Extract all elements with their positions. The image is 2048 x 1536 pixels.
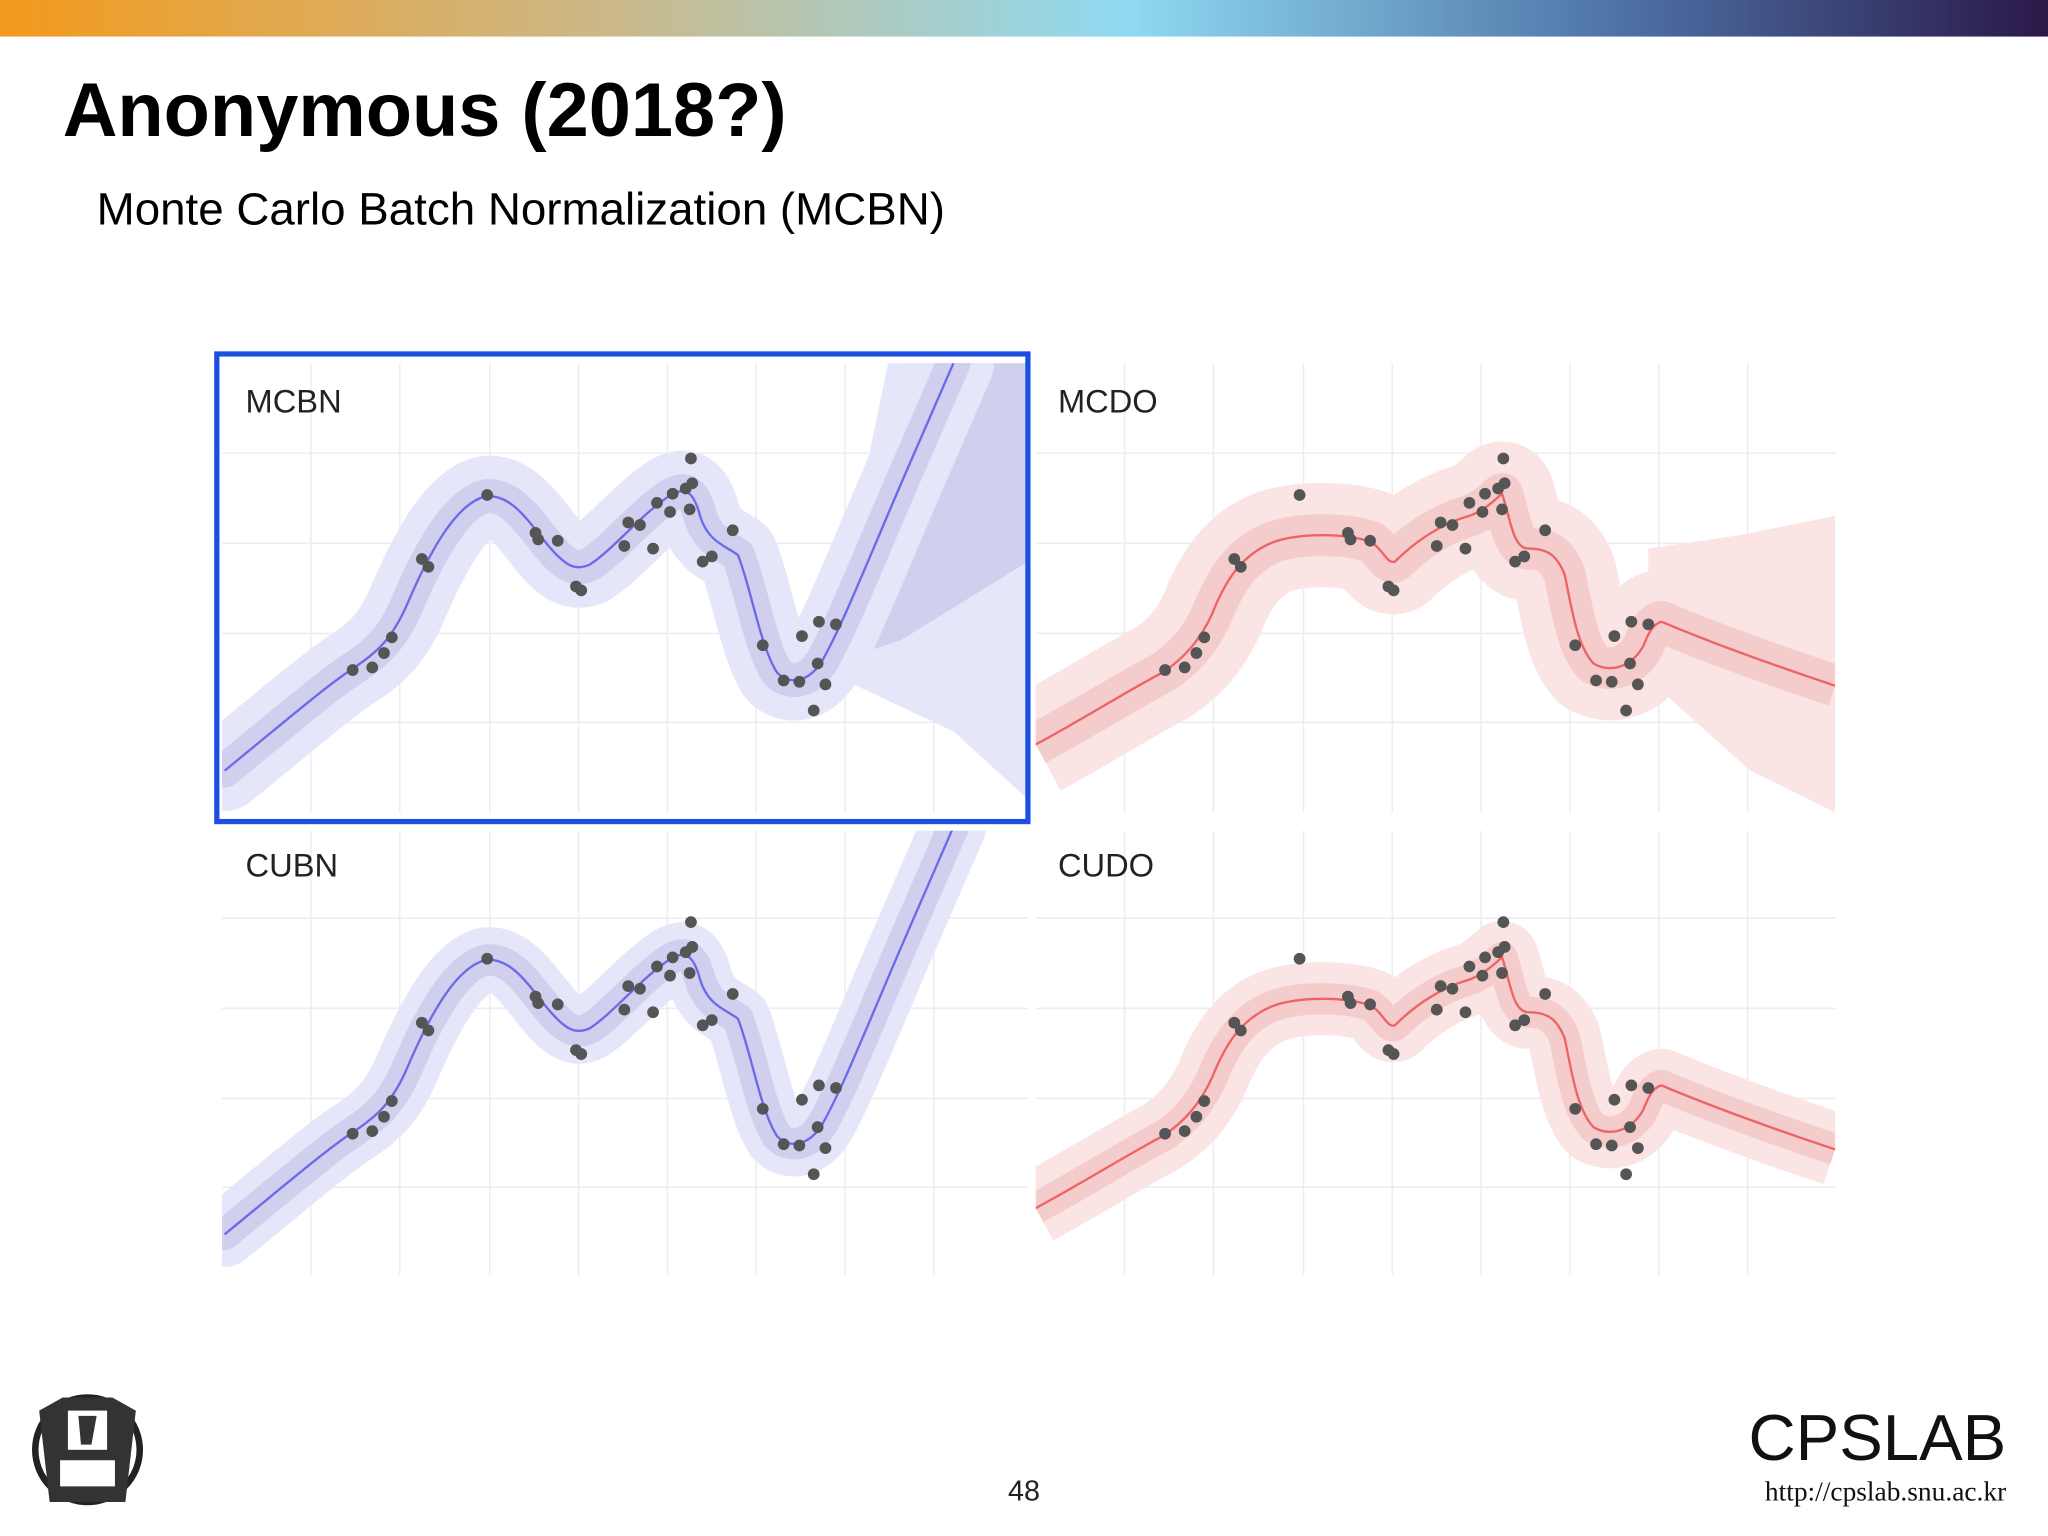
page-number: 48	[1008, 1476, 1040, 1508]
panel-label: CUDO	[1058, 846, 1154, 883]
plot-mcdo	[1035, 363, 1836, 813]
plot-cudo	[1035, 830, 1836, 1275]
panel-label: MCBN	[246, 383, 342, 420]
panel-label: CUBN	[246, 846, 339, 883]
plot-cubn	[222, 830, 1028, 1275]
panel-label: MCDO	[1058, 383, 1158, 420]
subtitle: Monte Carlo Batch Normalization (MCBN)	[97, 184, 945, 235]
highlight-box	[214, 351, 1031, 825]
top-bar	[0, 0, 2048, 37]
title: Anonymous (2018?)	[63, 68, 787, 153]
plot-mcbn	[222, 363, 1028, 813]
brand: CPSLAB	[1749, 1401, 2007, 1474]
url: http://cpslab.snu.ac.kr	[1765, 1477, 2006, 1507]
university-logo	[32, 1394, 144, 1506]
